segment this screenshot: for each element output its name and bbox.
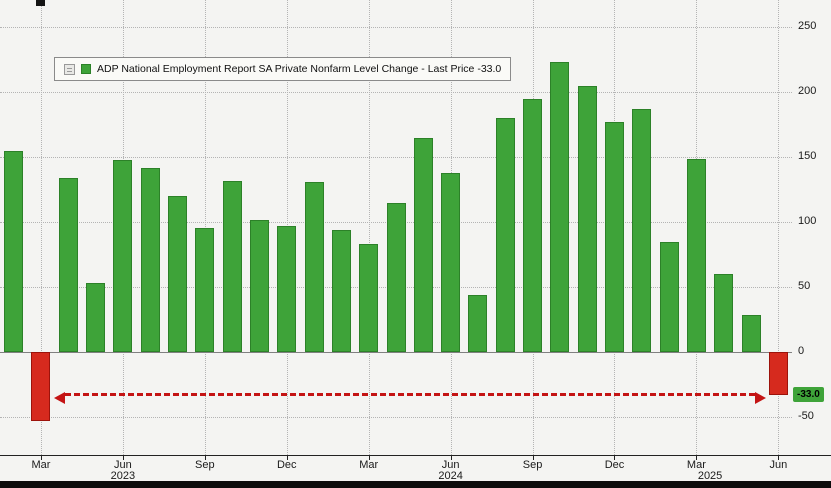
bar[interactable] [304,182,324,353]
bar[interactable] [768,352,788,396]
bar[interactable] [741,314,761,353]
bar[interactable] [140,167,160,353]
y-axis-label: 150 [798,150,817,163]
x-axis-label: Mar [359,459,379,471]
legend-expand-icon[interactable] [64,63,75,75]
bar[interactable] [550,62,570,353]
bar[interactable] [249,219,269,353]
x-axis-tick-mark [122,456,124,460]
gridline-vertical [778,0,780,455]
x-axis-label: Jun [769,459,788,471]
x-axis-year-label: 2025 [697,470,723,482]
x-axis: Mar Jun Sep Dec Mar Jun Sep Dec Mar Jun 2023 2024 20… [0,455,831,482]
x-axis-label: Sep [195,459,215,471]
x-axis-tick-mark [778,456,780,460]
bar[interactable] [4,150,24,353]
bar[interactable] [686,158,706,353]
bar[interactable] [195,227,215,353]
series-color-swatch [81,64,91,74]
x-axis-tick-mark [532,456,534,460]
gridline-horizontal [0,27,792,29]
bar[interactable] [632,109,652,353]
y-axis-label: -50 [798,410,814,423]
bar[interactable] [714,274,734,353]
top-axis-tick [36,0,45,6]
bar[interactable] [113,159,133,353]
gridline-horizontal [0,92,792,94]
y-axis-label: 200 [798,85,817,98]
x-axis-tick-mark [696,456,698,460]
gridline-vertical [40,0,42,455]
annotation-arrow [54,391,767,404]
x-axis-tick-mark [40,456,42,460]
y-axis-label: 250 [798,20,817,33]
bar[interactable] [577,85,597,353]
bar[interactable] [468,295,488,353]
bar[interactable] [386,202,406,353]
x-axis-tick-mark [614,456,616,460]
bar[interactable] [222,180,242,353]
bar[interactable] [86,283,106,353]
x-axis-label: Mar [31,459,51,471]
x-axis-tick-mark [204,456,206,460]
bar[interactable] [659,241,679,353]
bar[interactable] [168,196,188,353]
y-axis-label: 50 [798,280,811,293]
bar[interactable] [495,118,515,353]
gridline-horizontal [0,157,792,159]
x-axis-tick-mark [286,456,288,460]
gridline-vertical [368,0,370,455]
bar[interactable] [441,172,461,353]
last-price-badge: -33.0 [793,387,824,403]
bottom-border [0,481,831,488]
bar[interactable] [31,352,51,422]
bar[interactable] [58,178,78,353]
x-axis-label: Sep [522,459,543,471]
bar[interactable] [359,244,379,353]
arrowhead-right-icon [755,391,767,404]
bar[interactable] [277,226,297,353]
bar[interactable] [331,230,351,353]
x-axis-label: Dec [276,459,297,471]
x-axis-label: Jun [114,459,132,471]
x-axis-label: Dec [604,459,625,471]
zero-line [0,352,792,354]
gridline-horizontal [0,417,792,419]
x-axis-label: Jun [441,459,460,471]
plot-area[interactable]: ADP National Employment Report SA Privat… [0,0,792,455]
bar[interactable] [604,122,624,353]
series-label: ADP National Employment Report SA Privat… [97,63,502,75]
bar[interactable] [413,137,433,353]
y-axis: 250 200 150 100 50 0 -50 [794,0,831,455]
arrowhead-left-icon [54,391,66,404]
y-axis-label: 100 [798,215,817,228]
bar[interactable] [523,98,543,353]
legend[interactable]: ADP National Employment Report SA Privat… [54,57,512,81]
x-axis-label: Mar [686,459,706,471]
y-axis-label: 0 [798,345,805,358]
x-axis-year-label: 2023 [110,470,136,482]
x-axis-year-label: 2024 [438,470,463,482]
x-axis-tick-mark [450,456,452,460]
x-axis-tick-mark [368,456,370,460]
